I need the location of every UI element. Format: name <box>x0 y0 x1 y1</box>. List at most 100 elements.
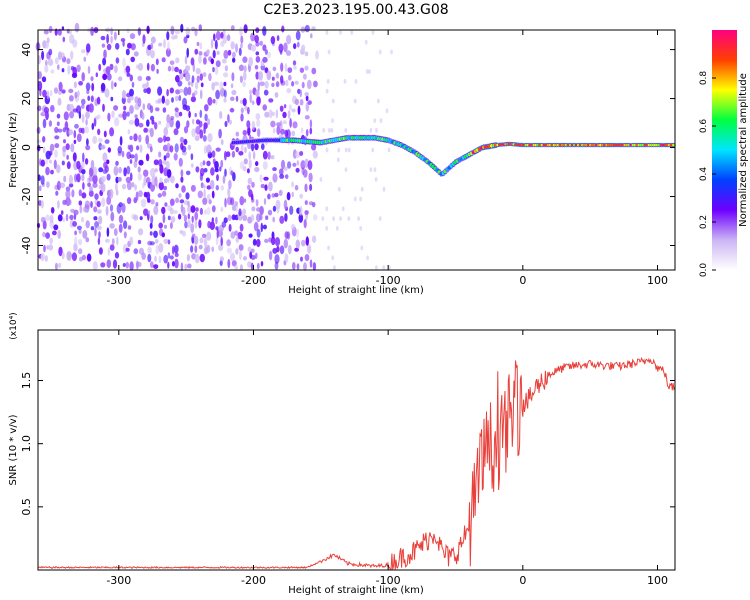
colorbar-gradient <box>712 30 737 270</box>
spectrogram-cell <box>385 108 389 114</box>
spectrogram-cell <box>87 65 91 74</box>
spectrogram-cell <box>204 209 207 215</box>
spectrogram-cell <box>68 129 73 136</box>
spectrogram-cell <box>118 76 123 82</box>
spectrogram-cell <box>90 201 93 208</box>
spectrogram-cell <box>299 206 303 216</box>
spectrogram-cell <box>142 83 148 89</box>
spectrogram-cell <box>150 115 155 121</box>
spectrogram-cell <box>282 111 287 119</box>
spectrogram-cell <box>109 204 114 212</box>
spectrogram-cell <box>146 87 151 95</box>
spectrogram-cell <box>213 81 219 87</box>
spectrogram-cell <box>331 118 334 123</box>
spectrogram-cell <box>98 231 101 239</box>
spectrogram-cell <box>57 97 62 106</box>
spectrogram-cell <box>219 256 224 262</box>
spectrogram-cell <box>287 67 293 73</box>
spectrogram-cell <box>49 237 53 245</box>
spectrogram-cell <box>211 190 215 199</box>
spectrogram-cell <box>359 226 363 231</box>
spectrogram-cell <box>163 155 167 161</box>
spectrogram-cell <box>268 181 273 192</box>
spectrogram-cell <box>166 114 171 124</box>
snr-xlabel: Height of straight line (km) <box>288 585 424 596</box>
spectrogram-cell <box>44 255 48 262</box>
spectrogram-cell <box>129 74 133 82</box>
spectrogram-cell <box>243 65 247 73</box>
spectrogram-cell <box>228 119 233 125</box>
spectrogram-cell <box>191 128 196 138</box>
spectrogram-cell <box>118 113 124 118</box>
spectrogram-cell <box>369 167 373 173</box>
spectrogram-cell <box>212 98 216 104</box>
spectrogram-cell <box>190 184 196 192</box>
spectrogram-cell <box>292 262 296 270</box>
spectrogram-cell <box>365 69 369 74</box>
spectrogram-cell <box>86 253 92 262</box>
spectrogram-cell <box>259 174 263 183</box>
spectrogram-cell <box>279 215 285 224</box>
spectrogram-cell <box>74 91 78 99</box>
spectrogram-cell <box>102 152 108 162</box>
spectrogram-cell <box>198 244 203 250</box>
spectrogram-cell <box>366 255 369 261</box>
spectrogram-cell <box>41 50 45 61</box>
spectrogram-cell <box>169 222 173 229</box>
spectrogram-cell <box>239 264 243 271</box>
spectrogram-cell <box>328 127 331 133</box>
spectrogram-cell <box>90 76 94 81</box>
spectrogram-cell <box>344 167 348 173</box>
spectrogram-cell <box>330 127 334 133</box>
spectrogram-cell <box>239 26 243 37</box>
spectrogram-cell <box>106 33 109 44</box>
spectrogram-cell <box>263 176 269 181</box>
spectrogram-cell <box>272 127 276 134</box>
spectrogram-cell <box>312 262 317 271</box>
spectrogram-cell <box>78 81 83 86</box>
spectrogram-cell <box>91 82 95 92</box>
spectrogram-cell <box>248 233 253 238</box>
spectrogram-cell <box>264 81 269 89</box>
spectrogram-cell <box>195 67 201 75</box>
spectrogram-cell <box>262 26 267 36</box>
spectrogram-cell <box>215 216 218 225</box>
spectrogram-cell <box>173 210 178 214</box>
spectrogram-cell <box>266 70 272 81</box>
spectrogram-cell <box>85 43 91 53</box>
spectrogram-cell <box>121 150 125 158</box>
spectrogram-cell <box>343 79 347 84</box>
spectrogram-cell <box>81 192 87 199</box>
spectrogram-cell <box>208 73 212 82</box>
spectrogram-cell <box>288 104 293 111</box>
spectrogram-cell <box>113 105 119 111</box>
spectrogram-cell <box>71 252 77 262</box>
spectrogram-cell <box>52 230 57 236</box>
spectrogram-cell <box>360 186 364 192</box>
spectrogram-cell <box>250 254 256 260</box>
spectrogram-cell <box>251 120 256 131</box>
spectrogram-cell <box>150 261 154 268</box>
spectrogram-cell <box>117 146 123 154</box>
spectrogram-cell <box>102 103 105 112</box>
spectrogram-cell <box>199 237 204 244</box>
spectrogram-cell <box>295 30 301 41</box>
spectrogram-cell <box>281 25 285 33</box>
spectrogram-cell <box>165 160 170 170</box>
spectrogram-cell <box>199 161 203 167</box>
spectrogram-cell <box>125 261 129 269</box>
spectrogram-cell <box>73 209 79 216</box>
spectrogram-cell <box>219 87 226 97</box>
spectrogram-cell <box>62 145 67 153</box>
spectrogram-cell <box>202 160 206 166</box>
spectrogram-cell <box>121 183 127 190</box>
spectrogram-cell <box>276 35 280 42</box>
spectrogram-cell <box>249 89 253 95</box>
spectrogram-cell <box>285 79 289 87</box>
spectrogram-cell <box>93 166 98 177</box>
spectrogram-cell <box>81 168 86 175</box>
spectrogram-cell <box>45 214 51 222</box>
figure-title: C2E3.2023.195.00.43.G08 <box>263 2 448 18</box>
spectrogram-cell <box>207 118 211 126</box>
spectrogram-cell <box>196 75 200 83</box>
